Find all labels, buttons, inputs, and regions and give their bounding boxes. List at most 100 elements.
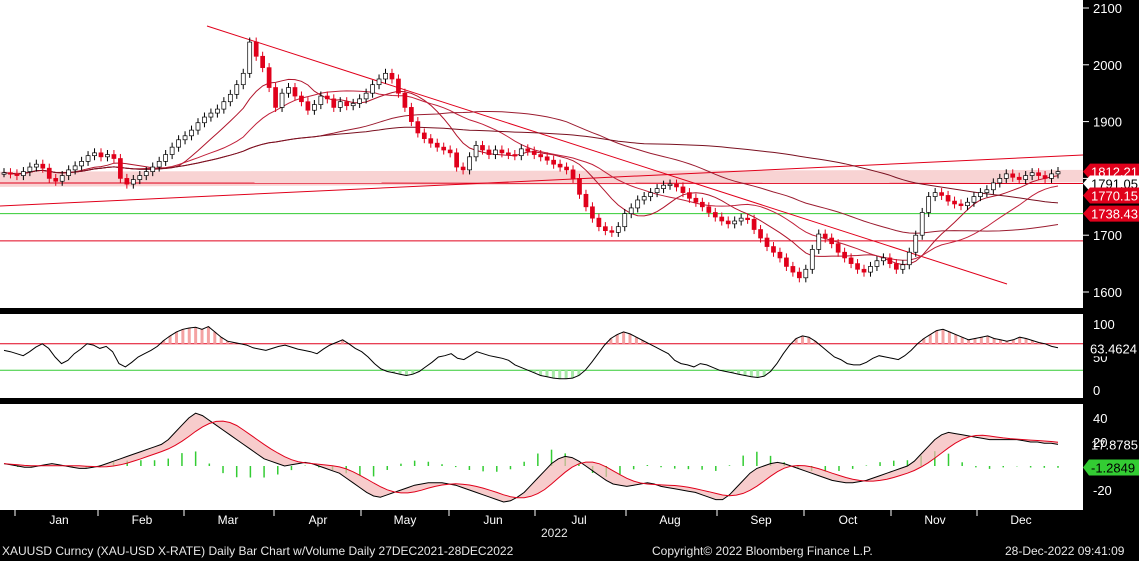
candle-body (570, 169, 576, 179)
candle-body (913, 234, 919, 253)
candle-body (557, 163, 563, 168)
macd-tick-label: 20 (1093, 435, 1107, 450)
candle-body (848, 257, 854, 264)
candle-body (654, 188, 660, 193)
moving-average-100 (3, 126, 1059, 204)
candle-body (1029, 172, 1035, 176)
candle-body (842, 251, 847, 259)
x-axis-month-label: Feb (132, 513, 153, 527)
candle-body (622, 213, 628, 228)
candle-body (796, 271, 802, 279)
candle-body (163, 154, 169, 162)
candle-body (919, 212, 925, 236)
macd-line (3, 412, 1059, 503)
x-axis-month-label: Apr (309, 513, 328, 527)
candle-body (868, 266, 873, 273)
candle-body (21, 171, 26, 176)
macd-current-label: 17.8785 (1091, 437, 1138, 452)
candle-body (357, 98, 362, 104)
candle-body (700, 201, 705, 208)
candle-body (661, 184, 666, 189)
candle-body (434, 142, 440, 148)
x-axis-month-label: May (394, 513, 417, 527)
candle-body (1042, 175, 1048, 179)
candle-body (1049, 173, 1054, 179)
candle-body (874, 260, 880, 267)
candle-body (990, 182, 996, 191)
candle-body (615, 226, 621, 233)
candle-body (383, 72, 388, 80)
candle-body (751, 218, 757, 230)
candle-body (771, 246, 776, 253)
candle-body (27, 166, 33, 172)
candle-body (156, 161, 162, 168)
macd-tick-label: 40 (1093, 411, 1107, 426)
candle-body (234, 84, 240, 95)
candle-body (965, 201, 970, 207)
candle-body (421, 132, 427, 139)
x-axis-month-label: Dec (1010, 513, 1031, 527)
candle-body (525, 148, 531, 152)
candle-body (887, 257, 893, 264)
candle-body (829, 237, 835, 245)
candle-body (544, 156, 550, 161)
candle-body (480, 145, 485, 151)
rsi-tick-label: 0 (1093, 383, 1100, 398)
x-axis-month-label: Sep (750, 513, 772, 527)
candle-body (945, 195, 951, 202)
x-axis-month-label: Aug (659, 513, 680, 527)
candle-body (253, 41, 259, 57)
macd-signal-line (3, 420, 1059, 499)
candle-body (8, 172, 13, 175)
candle-body (240, 72, 246, 86)
candle-body (46, 167, 52, 179)
candle-body (512, 154, 518, 157)
price-level-tag (1083, 205, 1139, 222)
candle-body (415, 121, 421, 134)
candle-body (693, 197, 699, 203)
candle-body (344, 101, 350, 107)
candle-body (952, 200, 957, 205)
candle-body (176, 139, 181, 148)
candle-body (680, 186, 686, 193)
candle-body (409, 107, 414, 122)
candle-body (881, 257, 886, 262)
candle-body (984, 189, 990, 193)
candle-body (40, 163, 46, 169)
price-tick-label: 1900 (1093, 115, 1122, 130)
candle-body (861, 268, 867, 273)
candle-body (725, 220, 731, 225)
price-level-label: 1770.15 (1091, 188, 1138, 203)
macd-panel (0, 404, 1083, 510)
candle-body (745, 217, 750, 221)
candle-body (130, 179, 136, 185)
candle-body (609, 230, 615, 233)
candle-body (363, 92, 369, 100)
candle-body (124, 178, 130, 185)
candle-body (835, 243, 841, 253)
candle-body (169, 146, 175, 155)
macd-signal-label: -1.2849 (1091, 461, 1135, 476)
candle-body (603, 226, 608, 232)
candle-body (182, 135, 188, 141)
candle-body (493, 149, 498, 155)
candle-body (92, 152, 97, 157)
candle-body (215, 108, 220, 114)
candle-body (150, 166, 156, 172)
price-tick-label: 2000 (1093, 58, 1122, 73)
candle-body (893, 263, 899, 270)
candle-body (59, 175, 65, 182)
x-axis-month-label: Jun (483, 513, 502, 527)
candle-body (531, 150, 537, 155)
candle-body (292, 87, 298, 97)
candle-body (971, 196, 977, 203)
candle-body (1023, 175, 1029, 180)
candle-body (777, 251, 783, 259)
rsi-line (3, 326, 1059, 380)
candle-body (460, 166, 466, 171)
candle-body (331, 98, 337, 108)
candle-body (1010, 173, 1016, 178)
rsi-current-label: 63.4624 (1090, 341, 1137, 356)
footer-title: XAUUSD Curncy (XAU-USD X-RATE) Daily Bar… (2, 544, 514, 558)
candle-body (143, 171, 149, 176)
